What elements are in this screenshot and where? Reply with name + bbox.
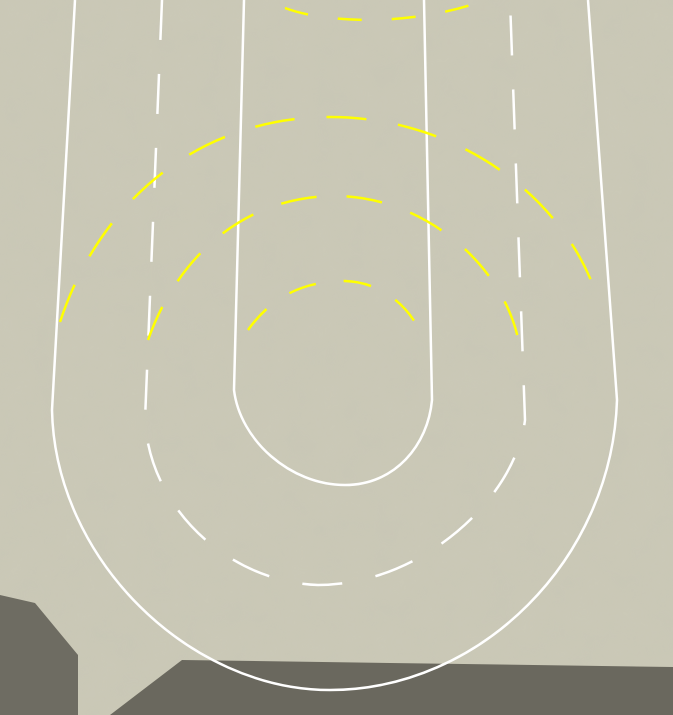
yellow-arc [146,194,520,341]
dashed-lane-line [143,0,527,587]
dark-block [0,595,78,715]
yellow-arc [246,279,425,339]
dark-block [110,660,673,715]
yellow-arc [58,115,602,323]
yellow-arc [284,0,486,22]
inner-line [232,0,434,487]
outer-line [50,0,619,692]
